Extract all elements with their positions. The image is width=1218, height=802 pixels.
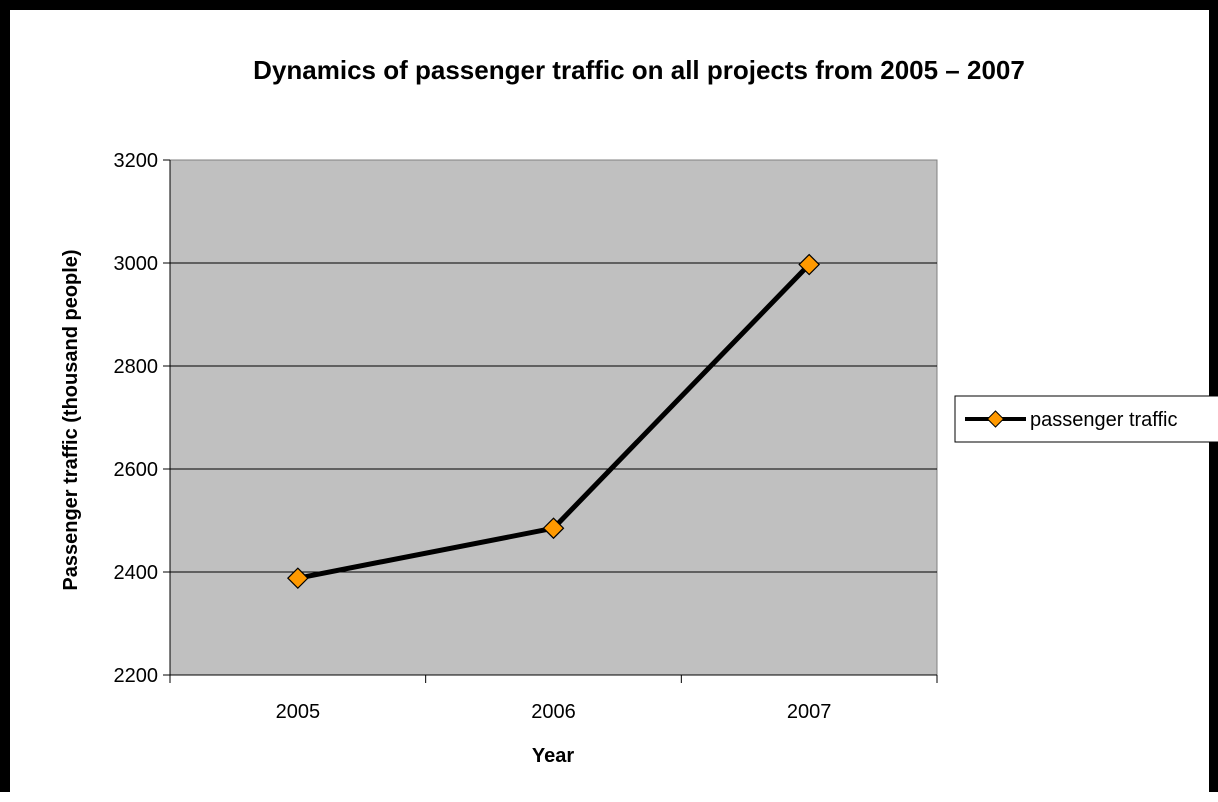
x-tick-labels: 2005 2006 2007 xyxy=(276,701,832,723)
axes xyxy=(163,159,938,683)
y-tick-label-2400: 2400 xyxy=(114,562,159,584)
x-tick-label-2005: 2005 xyxy=(276,701,321,723)
chart-title: Dynamics of passenger traffic on all pro… xyxy=(253,55,1025,85)
x-axis-title: Year xyxy=(532,745,574,767)
y-tick-label-2200: 2200 xyxy=(114,665,159,687)
y-tick-label-2800: 2800 xyxy=(114,356,159,378)
legend-diamond-marker xyxy=(986,410,1005,428)
legend-label: passenger traffic xyxy=(1030,409,1178,431)
legend: passenger traffic xyxy=(954,395,1218,443)
data-point-2005 xyxy=(286,567,309,590)
plot-area xyxy=(169,159,938,676)
y-tick-labels: 2200 2400 2600 2800 3000 3200 xyxy=(114,150,159,687)
y-tick-label-2600: 2600 xyxy=(114,459,159,481)
y-tick-label-3000: 3000 xyxy=(114,253,159,275)
line-chart: Dynamics of passenger traffic on all pro… xyxy=(60,55,1218,767)
data-point-2006 xyxy=(542,517,565,540)
x-tick-label-2006: 2006 xyxy=(531,701,576,723)
x-tick-label-2007: 2007 xyxy=(787,701,832,723)
series-passenger-traffic xyxy=(286,253,821,590)
y-axis-title: Passenger traffic (thousand people) xyxy=(60,249,82,590)
y-tick-label-3200: 3200 xyxy=(114,150,159,172)
data-point-2007 xyxy=(798,253,821,276)
